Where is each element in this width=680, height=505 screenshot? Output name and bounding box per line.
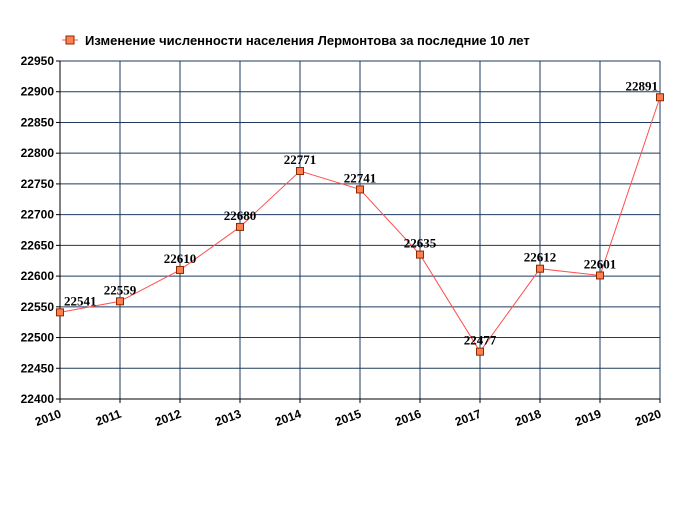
data-label: 22559 [104, 282, 137, 297]
data-label: 22680 [224, 208, 257, 223]
x-axis-ticks: 2010 2011 2012 2013 2014 2015 2016 2017 2018 2019… [33, 407, 663, 429]
data-point [536, 264, 544, 273]
data-point [236, 222, 244, 231]
axes [56, 60, 661, 403]
y-tick-label: 22400 [21, 392, 55, 406]
x-tick-label: 2013 [213, 407, 243, 429]
x-tick-label: 2010 [33, 407, 63, 429]
data-point [476, 347, 484, 356]
x-tick-label: 2014 [273, 407, 303, 429]
y-tick-label: 22600 [21, 269, 55, 283]
y-tick-label: 22700 [21, 208, 55, 222]
x-tick-label: 2017 [453, 407, 483, 429]
x-tick-label: 2020 [633, 407, 663, 429]
data-label: 22635 [404, 236, 437, 251]
y-tick-label: 22850 [21, 115, 55, 129]
x-tick-label: 2016 [393, 407, 423, 429]
legend: Изменение численности населения Лермонто… [62, 33, 530, 48]
data-label: 22541 [64, 293, 97, 308]
data-label: 22610 [164, 251, 197, 266]
data-label: 22601 [584, 256, 617, 271]
data-label: 22741 [344, 170, 377, 185]
y-tick-label: 22950 [21, 54, 55, 68]
data-point [356, 185, 364, 194]
data-point [296, 167, 304, 176]
legend-marker [65, 35, 75, 45]
x-tick-label: 2011 [94, 407, 124, 429]
data-label: 22771 [284, 152, 317, 167]
data-label: 22891 [626, 78, 659, 93]
data-label: 22612 [524, 250, 557, 265]
data-point [656, 93, 664, 102]
y-tick-label: 22800 [21, 146, 55, 160]
y-tick-label: 22550 [21, 300, 55, 314]
x-tick-label: 2015 [333, 407, 363, 429]
data-point [116, 297, 124, 306]
y-tick-label: 22500 [21, 331, 55, 345]
y-axis-ticks: 22400 22450 22500 22550 22600 22650 22700 22750… [21, 54, 55, 406]
y-tick-label: 22900 [21, 85, 55, 99]
data-point [416, 250, 424, 259]
data-point [56, 308, 64, 317]
y-tick-label: 22650 [21, 238, 55, 252]
data-label: 22477 [464, 333, 497, 348]
x-tick-label: 2019 [573, 407, 603, 429]
data-labels: 22541 22559 22610 22680 22771 22741 22635 22477… [64, 78, 658, 347]
y-tick-label: 22750 [21, 177, 55, 191]
series-population [56, 93, 664, 356]
x-tick-label: 2018 [513, 407, 543, 429]
legend-entry: Изменение численности населения Лермонто… [85, 33, 530, 48]
data-point [176, 265, 184, 274]
y-tick-label: 22450 [21, 361, 55, 375]
x-tick-label: 2012 [153, 407, 183, 429]
grid-lines [59, 60, 661, 400]
data-point [596, 271, 604, 280]
